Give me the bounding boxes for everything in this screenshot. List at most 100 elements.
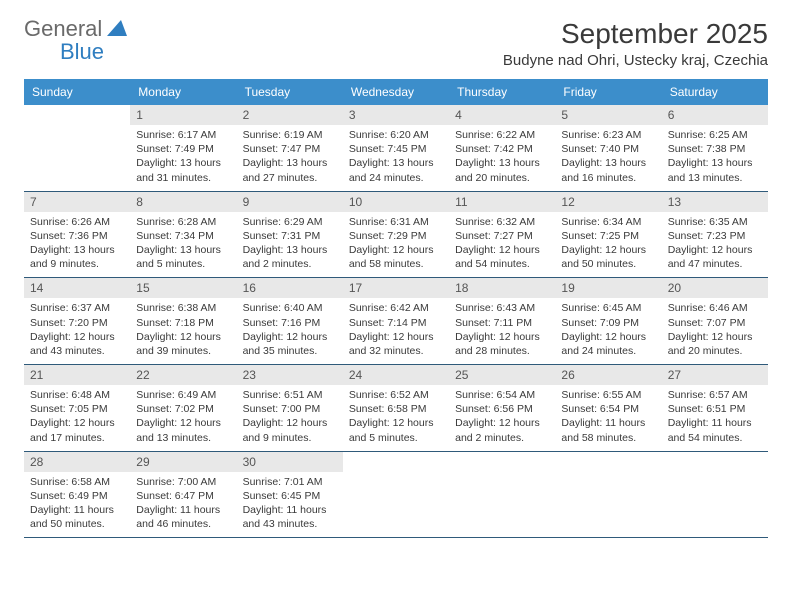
calendar-day-cell: 21Sunrise: 6:48 AMSunset: 7:05 PMDayligh… [24,365,130,452]
header: General Blue September 2025 Budyne nad O… [24,18,768,69]
day-number: 1 [130,105,236,125]
day-number: 12 [555,192,661,212]
day-number: 16 [237,278,343,298]
day-number: 24 [343,365,449,385]
calendar-day-cell: 12Sunrise: 6:34 AMSunset: 7:25 PMDayligh… [555,191,661,278]
day-details: Sunrise: 6:58 AMSunset: 6:49 PMDaylight:… [24,472,130,538]
day-number: 3 [343,105,449,125]
calendar-table: SundayMondayTuesdayWednesdayThursdayFrid… [24,79,768,538]
day-details: Sunrise: 6:48 AMSunset: 7:05 PMDaylight:… [24,385,130,451]
day-number: 13 [662,192,768,212]
calendar-day-cell [555,451,661,538]
day-details: Sunrise: 6:19 AMSunset: 7:47 PMDaylight:… [237,125,343,191]
calendar-day-cell: 9Sunrise: 6:29 AMSunset: 7:31 PMDaylight… [237,191,343,278]
calendar-day-cell: 4Sunrise: 6:22 AMSunset: 7:42 PMDaylight… [449,105,555,191]
day-details: Sunrise: 6:51 AMSunset: 7:00 PMDaylight:… [237,385,343,451]
weekday-header: Thursday [449,79,555,105]
day-details: Sunrise: 6:23 AMSunset: 7:40 PMDaylight:… [555,125,661,191]
calendar-day-cell [343,451,449,538]
day-details: Sunrise: 6:45 AMSunset: 7:09 PMDaylight:… [555,298,661,364]
day-details: Sunrise: 7:01 AMSunset: 6:45 PMDaylight:… [237,472,343,538]
day-number: 18 [449,278,555,298]
brand-part2: Blue [60,39,104,64]
day-details: Sunrise: 6:26 AMSunset: 7:36 PMDaylight:… [24,212,130,278]
day-details: Sunrise: 6:20 AMSunset: 7:45 PMDaylight:… [343,125,449,191]
day-number: 20 [662,278,768,298]
calendar-day-cell: 26Sunrise: 6:55 AMSunset: 6:54 PMDayligh… [555,365,661,452]
day-details: Sunrise: 6:35 AMSunset: 7:23 PMDaylight:… [662,212,768,278]
day-details: Sunrise: 6:55 AMSunset: 6:54 PMDaylight:… [555,385,661,451]
day-details: Sunrise: 6:37 AMSunset: 7:20 PMDaylight:… [24,298,130,364]
calendar-day-cell: 7Sunrise: 6:26 AMSunset: 7:36 PMDaylight… [24,191,130,278]
calendar-day-cell: 11Sunrise: 6:32 AMSunset: 7:27 PMDayligh… [449,191,555,278]
brand-part1: General [24,16,102,41]
calendar-day-cell: 25Sunrise: 6:54 AMSunset: 6:56 PMDayligh… [449,365,555,452]
calendar-week-row: 14Sunrise: 6:37 AMSunset: 7:20 PMDayligh… [24,278,768,365]
day-details: Sunrise: 6:29 AMSunset: 7:31 PMDaylight:… [237,212,343,278]
day-number: 27 [662,365,768,385]
calendar-day-cell: 19Sunrise: 6:45 AMSunset: 7:09 PMDayligh… [555,278,661,365]
calendar-week-row: 1Sunrise: 6:17 AMSunset: 7:49 PMDaylight… [24,105,768,191]
weekday-header: Sunday [24,79,130,105]
day-details: Sunrise: 6:54 AMSunset: 6:56 PMDaylight:… [449,385,555,451]
weekday-header: Monday [130,79,236,105]
day-details: Sunrise: 6:34 AMSunset: 7:25 PMDaylight:… [555,212,661,278]
calendar-day-cell: 23Sunrise: 6:51 AMSunset: 7:00 PMDayligh… [237,365,343,452]
calendar-day-cell: 5Sunrise: 6:23 AMSunset: 7:40 PMDaylight… [555,105,661,191]
calendar-day-cell: 24Sunrise: 6:52 AMSunset: 6:58 PMDayligh… [343,365,449,452]
calendar-day-cell: 13Sunrise: 6:35 AMSunset: 7:23 PMDayligh… [662,191,768,278]
day-number: 9 [237,192,343,212]
calendar-day-cell: 10Sunrise: 6:31 AMSunset: 7:29 PMDayligh… [343,191,449,278]
day-details: Sunrise: 6:42 AMSunset: 7:14 PMDaylight:… [343,298,449,364]
calendar-day-cell: 18Sunrise: 6:43 AMSunset: 7:11 PMDayligh… [449,278,555,365]
day-details: Sunrise: 6:46 AMSunset: 7:07 PMDaylight:… [662,298,768,364]
calendar-day-cell: 8Sunrise: 6:28 AMSunset: 7:34 PMDaylight… [130,191,236,278]
calendar-day-cell: 27Sunrise: 6:57 AMSunset: 6:51 PMDayligh… [662,365,768,452]
weekday-header: Friday [555,79,661,105]
day-details: Sunrise: 6:52 AMSunset: 6:58 PMDaylight:… [343,385,449,451]
calendar-day-cell: 2Sunrise: 6:19 AMSunset: 7:47 PMDaylight… [237,105,343,191]
day-details: Sunrise: 6:31 AMSunset: 7:29 PMDaylight:… [343,212,449,278]
day-details: Sunrise: 6:57 AMSunset: 6:51 PMDaylight:… [662,385,768,451]
day-number: 10 [343,192,449,212]
triangle-icon [107,20,127,41]
calendar-day-cell: 1Sunrise: 6:17 AMSunset: 7:49 PMDaylight… [130,105,236,191]
calendar-day-cell: 17Sunrise: 6:42 AMSunset: 7:14 PMDayligh… [343,278,449,365]
day-details: Sunrise: 6:38 AMSunset: 7:18 PMDaylight:… [130,298,236,364]
day-number: 19 [555,278,661,298]
brand-logo: General Blue [24,18,127,64]
day-number: 14 [24,278,130,298]
day-number: 25 [449,365,555,385]
day-number: 26 [555,365,661,385]
calendar-day-cell: 6Sunrise: 6:25 AMSunset: 7:38 PMDaylight… [662,105,768,191]
calendar-day-cell [449,451,555,538]
weekday-header: Wednesday [343,79,449,105]
day-number: 30 [237,452,343,472]
day-number: 5 [555,105,661,125]
day-number: 7 [24,192,130,212]
calendar-day-cell [24,105,130,191]
calendar-week-row: 7Sunrise: 6:26 AMSunset: 7:36 PMDaylight… [24,191,768,278]
day-number: 22 [130,365,236,385]
calendar-day-cell: 15Sunrise: 6:38 AMSunset: 7:18 PMDayligh… [130,278,236,365]
day-number: 21 [24,365,130,385]
calendar-week-row: 28Sunrise: 6:58 AMSunset: 6:49 PMDayligh… [24,451,768,538]
page-title: September 2025 [503,18,768,50]
calendar-day-cell: 28Sunrise: 6:58 AMSunset: 6:49 PMDayligh… [24,451,130,538]
day-details: Sunrise: 6:22 AMSunset: 7:42 PMDaylight:… [449,125,555,191]
calendar-week-row: 21Sunrise: 6:48 AMSunset: 7:05 PMDayligh… [24,365,768,452]
calendar-day-cell: 14Sunrise: 6:37 AMSunset: 7:20 PMDayligh… [24,278,130,365]
day-number: 15 [130,278,236,298]
day-details: Sunrise: 6:28 AMSunset: 7:34 PMDaylight:… [130,212,236,278]
weekday-header-row: SundayMondayTuesdayWednesdayThursdayFrid… [24,79,768,105]
calendar-day-cell: 3Sunrise: 6:20 AMSunset: 7:45 PMDaylight… [343,105,449,191]
day-details: Sunrise: 6:32 AMSunset: 7:27 PMDaylight:… [449,212,555,278]
location-text: Budyne nad Ohri, Ustecky kraj, Czechia [503,52,768,69]
calendar-day-cell: 29Sunrise: 7:00 AMSunset: 6:47 PMDayligh… [130,451,236,538]
calendar-day-cell: 22Sunrise: 6:49 AMSunset: 7:02 PMDayligh… [130,365,236,452]
weekday-header: Saturday [662,79,768,105]
day-details: Sunrise: 7:00 AMSunset: 6:47 PMDaylight:… [130,472,236,538]
day-details: Sunrise: 6:25 AMSunset: 7:38 PMDaylight:… [662,125,768,191]
day-details: Sunrise: 6:17 AMSunset: 7:49 PMDaylight:… [130,125,236,191]
weekday-header: Tuesday [237,79,343,105]
